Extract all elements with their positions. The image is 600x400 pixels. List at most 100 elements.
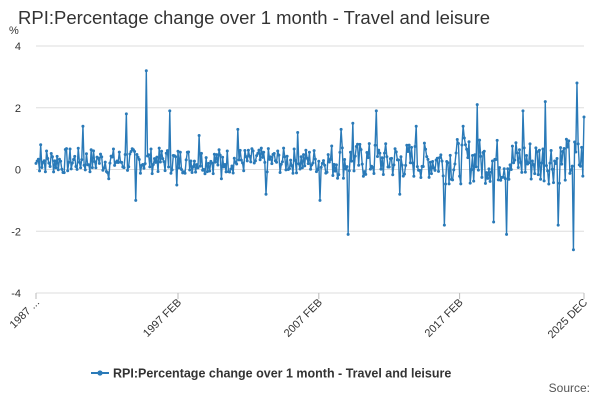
data-point: [251, 149, 255, 153]
data-point: [203, 172, 207, 176]
data-point: [489, 170, 493, 174]
data-point: [533, 172, 537, 176]
data-point: [345, 165, 349, 169]
data-point: [65, 147, 69, 151]
data-point: [460, 143, 464, 147]
data-point: [350, 159, 354, 163]
data-point: [311, 161, 315, 165]
data-point: [155, 155, 159, 159]
data-point: [207, 161, 210, 165]
data-point: [364, 172, 368, 176]
data-point: [157, 146, 161, 150]
data-point: [228, 170, 232, 174]
data-point: [60, 167, 64, 171]
data-point: [383, 151, 387, 155]
data-point: [498, 166, 502, 170]
data-point: [103, 160, 107, 164]
data-point: [81, 124, 85, 128]
data-point: [210, 161, 214, 165]
data-point: [334, 163, 338, 167]
data-point: [90, 166, 94, 170]
data-point: [482, 149, 486, 153]
data-point: [439, 153, 443, 157]
data-point: [442, 223, 446, 227]
data-point: [400, 163, 404, 167]
data-point: [475, 103, 479, 107]
data-point: [255, 154, 259, 158]
data-point: [277, 153, 281, 157]
data-point: [478, 138, 482, 142]
data-point: [425, 155, 429, 159]
data-point: [165, 149, 169, 153]
data-point: [578, 164, 582, 168]
data-point: [330, 144, 334, 148]
data-point: [553, 159, 557, 163]
data-point: [405, 143, 409, 147]
data-point: [147, 153, 151, 157]
data-point: [525, 154, 528, 158]
data-point: [432, 166, 436, 170]
data-point: [80, 158, 84, 162]
data-point: [387, 165, 391, 169]
data-point: [180, 167, 184, 171]
data-point: [148, 165, 152, 169]
data-point: [329, 157, 333, 161]
data-point: [365, 151, 369, 155]
data-point: [158, 160, 162, 164]
data-point: [198, 164, 202, 168]
data-point: [427, 175, 431, 179]
data-point: [113, 163, 117, 167]
data-point: [394, 150, 398, 154]
data-point: [402, 172, 406, 176]
data-point: [188, 168, 192, 172]
data-point: [92, 149, 95, 153]
data-point: [177, 166, 181, 170]
data-point: [516, 165, 520, 169]
data-point: [551, 181, 555, 185]
data-point: [465, 147, 469, 151]
data-point: [174, 155, 178, 159]
data-point: [372, 171, 376, 175]
data-point: [571, 248, 575, 252]
data-point: [535, 150, 539, 154]
data-point: [462, 136, 466, 140]
y-axis-unit: %: [9, 25, 19, 37]
data-point: [285, 154, 289, 158]
data-point: [495, 138, 499, 142]
data-point: [377, 148, 381, 152]
data-point: [73, 154, 77, 158]
data-point: [483, 181, 487, 185]
data-point: [441, 174, 445, 178]
data-point: [144, 69, 148, 73]
data-point: [566, 145, 570, 149]
data-point: [560, 162, 564, 166]
data-point: [195, 163, 199, 167]
data-point: [317, 159, 321, 163]
data-point: [205, 170, 209, 174]
data-point: [502, 167, 506, 171]
series-line: [35, 69, 585, 251]
data-point: [426, 157, 430, 161]
data-point: [573, 140, 577, 144]
data-point: [385, 155, 389, 159]
data-point: [283, 155, 287, 159]
data-point: [99, 152, 103, 156]
data-point: [102, 166, 106, 170]
data-point: [297, 162, 301, 166]
data-point: [46, 157, 50, 161]
data-point: [399, 155, 403, 159]
data-point: [458, 174, 462, 178]
data-point: [381, 172, 385, 176]
data-point: [463, 143, 467, 147]
data-point: [38, 169, 42, 173]
data-point: [468, 181, 472, 185]
data-point: [50, 155, 54, 159]
source-label[interactable]: Source:: [548, 381, 590, 395]
data-point: [494, 158, 498, 162]
data-point: [440, 159, 444, 163]
data-point: [436, 169, 440, 173]
data-point: [290, 164, 294, 168]
data-point: [461, 124, 465, 128]
data-point: [351, 121, 355, 125]
